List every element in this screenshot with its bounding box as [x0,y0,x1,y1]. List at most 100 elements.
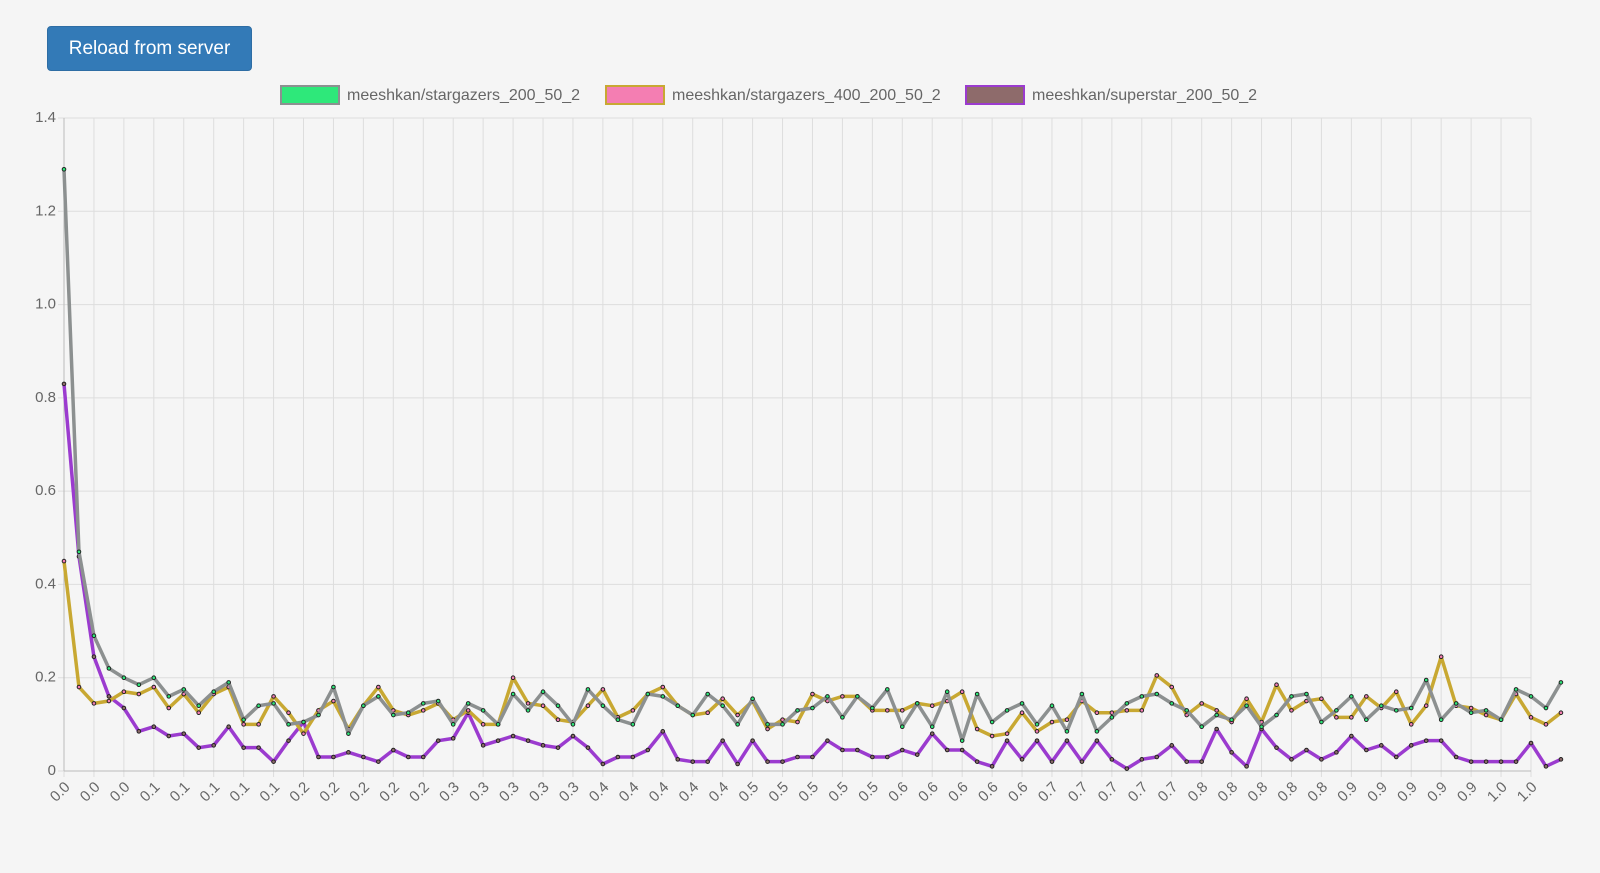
data-point [1214,726,1219,732]
y-tick-label: 0.2 [35,669,56,686]
x-tick-label: 0.7 [1155,779,1182,806]
data-point [1543,722,1549,727]
x-tick-label: 0.9 [1334,779,1361,806]
data-point [286,738,291,743]
data-point [795,719,800,725]
data-point [1543,764,1549,769]
data-point [1184,712,1190,718]
data-point [1259,724,1264,729]
data-point [765,722,770,727]
data-point [405,754,411,760]
data-point [780,722,785,727]
legend-swatch[interactable] [965,85,1025,105]
legend-label[interactable]: meeshkan/superstar_200_50_2 [1032,87,1257,104]
x-tick-label: 0.9 [1424,779,1451,806]
data-point [989,719,995,725]
data-point [825,694,830,699]
x-tick-label: 0.5 [825,779,852,806]
x-tick-label: 0.6 [885,779,912,806]
data-point [959,738,965,743]
data-point [420,754,426,760]
data-point [750,696,755,702]
data-point [1124,708,1130,713]
data-point [376,759,381,764]
data-point [1154,754,1160,760]
data-point [1244,703,1249,709]
data-point [1379,743,1384,748]
x-tick-label: 0.5 [855,779,882,806]
data-point [1558,757,1564,762]
data-point [181,731,187,736]
data-point [1139,708,1145,713]
data-point [1393,708,1399,713]
data-point [645,747,651,753]
data-point [1079,691,1085,697]
data-point [1468,759,1474,764]
data-point [91,701,97,706]
data-point [196,703,202,709]
x-tick-label: 0.0 [47,779,74,806]
data-point [76,684,82,690]
data-point [1019,710,1025,715]
x-tick-label: 0.8 [1304,779,1331,806]
data-point [645,691,651,697]
data-point [885,708,890,713]
data-point [151,675,157,681]
data-point [286,722,291,727]
x-tick-label: 0.6 [975,779,1002,806]
data-point [1408,722,1414,727]
data-point [1558,710,1564,715]
reload-button[interactable]: Reload from server [47,26,252,71]
data-point [1453,701,1459,706]
data-point [376,684,381,690]
data-point [1094,729,1100,734]
data-point [510,733,516,739]
data-point [1423,738,1429,743]
data-point [1004,731,1010,736]
data-point [1049,703,1055,709]
data-point [1349,733,1354,739]
data-point [1468,710,1474,715]
data-point [1483,712,1489,718]
x-tick-label: 0.3 [466,779,493,806]
x-tick-label: 0.8 [1214,779,1241,806]
data-point [914,701,920,706]
data-point [256,745,261,750]
data-point [525,708,531,713]
data-point [1109,710,1115,715]
x-tick-label: 0.2 [316,779,343,806]
data-point [1304,691,1309,697]
data-point [1483,708,1489,713]
data-point [660,729,666,734]
legend-label[interactable]: meeshkan/stargazers_400_200_50_2 [672,87,941,104]
x-tick-label: 0.6 [945,779,972,806]
data-point [121,689,127,695]
data-point [1229,750,1234,755]
legend-swatch[interactable] [280,85,340,105]
data-point [1319,696,1324,702]
data-point [974,726,980,732]
data-point [196,745,202,750]
data-point [1334,715,1339,720]
data-point [1064,729,1070,734]
data-point [1528,740,1534,746]
data-point [1064,717,1070,722]
data-point [720,703,725,709]
data-point [1334,708,1339,713]
data-point [361,754,366,760]
data-point [1034,729,1040,734]
data-point [1229,717,1234,722]
data-point [720,738,725,743]
data-point [1199,701,1204,706]
x-tick-label: 0.6 [915,779,942,806]
legend-label[interactable]: meeshkan/stargazers_200_50_2 [347,87,580,104]
data-point [106,698,112,704]
data-point [1004,708,1010,713]
data-point [1438,738,1444,743]
data-point [241,722,246,727]
data-point [1349,715,1354,720]
data-point [899,708,905,713]
data-point [1513,687,1519,692]
legend-swatch[interactable] [605,85,665,105]
